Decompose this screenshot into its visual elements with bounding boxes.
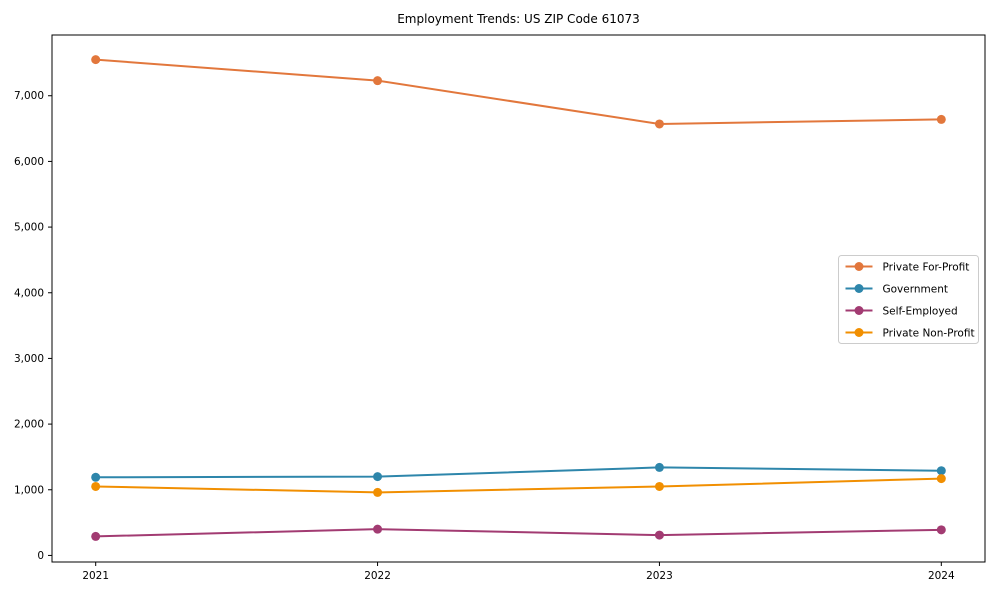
legend-marker-self-employed [854,306,864,315]
series-marker-private-non-profit [936,474,946,484]
series-marker-private-for-profit [654,119,664,129]
y-tick-label: 4,000 [14,287,44,299]
series-marker-private-non-profit [91,481,101,491]
series-marker-government [373,472,383,482]
series-marker-self-employed [373,524,383,534]
legend-box [838,255,979,344]
x-tick-label: 2023 [646,570,673,582]
legend-marker-private-non-profit [854,328,864,337]
x-tick-label: 2022 [364,570,391,582]
series-marker-private-non-profit [373,487,383,497]
legend-label-private-non-profit: Private Non-Profit [883,327,975,339]
y-tick-label: 7,000 [14,90,44,102]
series-line-self-employed [94,528,943,538]
y-tick-label: 2,000 [14,419,44,431]
chart-title: Employment Trends: US ZIP Code 61073 [397,12,640,26]
series-marker-self-employed [91,531,101,541]
y-tick-label: 3,000 [14,353,44,365]
legend-label-private-for-profit: Private For-Profit [883,261,970,273]
series-marker-self-employed [654,530,664,540]
series-marker-self-employed [936,525,946,535]
y-tick-label: 6,000 [14,156,44,168]
series-line-government [94,466,943,479]
series-marker-private-for-profit [91,55,101,65]
legend-marker-government [854,284,864,293]
series-line-private-non-profit [94,477,943,494]
x-tick-label: 2024 [928,570,955,582]
legend-label-self-employed: Self-Employed [883,305,958,317]
y-tick-label: 5,000 [14,222,44,234]
series-marker-private-non-profit [654,481,664,491]
series-marker-private-for-profit [936,114,946,124]
legend-label-government: Government [883,283,948,295]
y-tick-label: 0 [37,550,44,562]
series-marker-private-for-profit [373,76,383,86]
series-marker-government [91,472,101,482]
legend-marker-private-for-profit [854,262,864,271]
axes-frame [51,34,986,563]
y-tick-label: 1,000 [14,484,44,496]
series-marker-government [936,466,946,476]
series-marker-government [654,462,664,472]
series-line-private-for-profit [94,58,943,125]
x-tick-label: 2021 [82,570,109,582]
